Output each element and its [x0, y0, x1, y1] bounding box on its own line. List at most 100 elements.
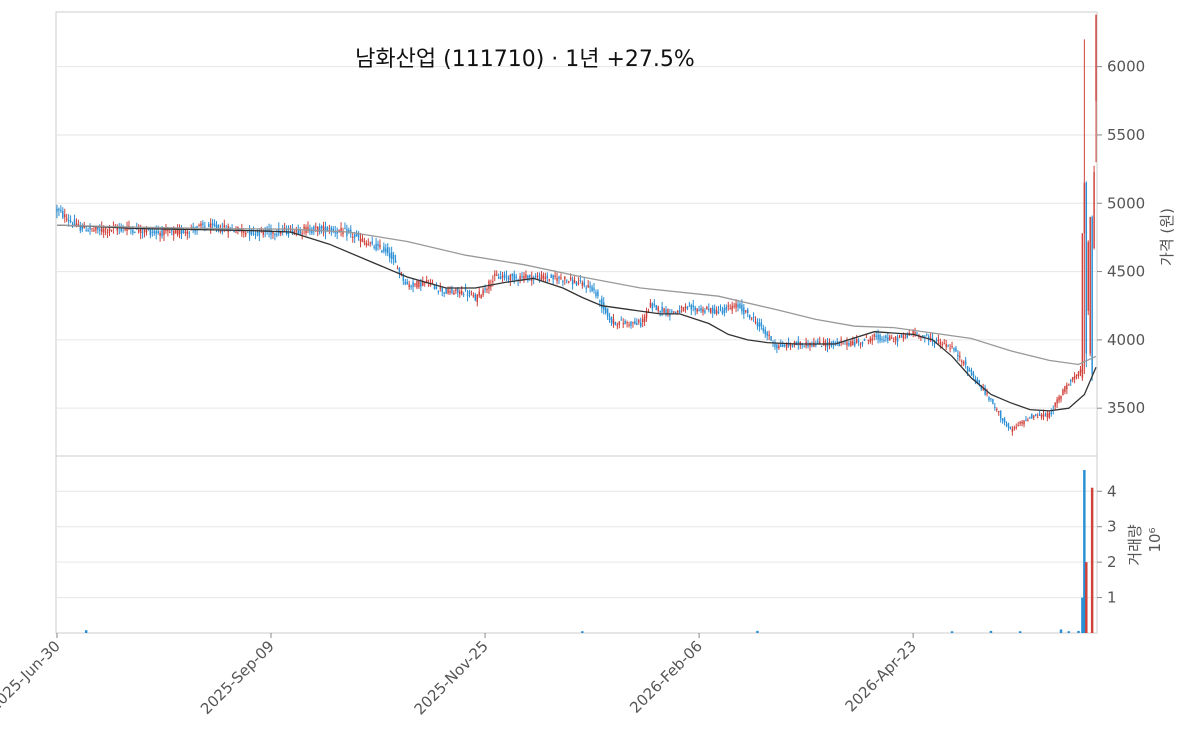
- candle-body: [836, 341, 838, 343]
- candle-body: [552, 274, 554, 280]
- candle-body: [359, 238, 362, 242]
- price-tick-label: 3500: [1107, 399, 1145, 417]
- candle-body: [81, 225, 83, 230]
- candle-body: [673, 311, 675, 313]
- candle-body: [1079, 369, 1082, 373]
- candle-body: [632, 322, 634, 324]
- volume-unit-label: 10⁶: [1146, 527, 1164, 552]
- candle-body: [258, 231, 261, 236]
- candle-body: [636, 323, 638, 326]
- candle-body: [198, 225, 200, 227]
- candle-body: [340, 227, 342, 232]
- price-panel-frame: [55, 11, 1098, 457]
- candle-body: [513, 273, 515, 280]
- candle-body: [104, 228, 107, 230]
- candle-body: [276, 234, 278, 236]
- candle-body: [130, 228, 132, 230]
- moving-average-lines: [56, 224, 1097, 412]
- candle-body: [791, 345, 794, 348]
- candle-body: [369, 242, 371, 244]
- price-tick-label: 5500: [1107, 126, 1145, 144]
- candle-body: [1048, 413, 1051, 418]
- candle-body: [194, 230, 196, 232]
- candle-body: [303, 226, 305, 230]
- candle-body: [202, 223, 204, 226]
- volume-tick-label: 2: [1107, 553, 1117, 571]
- candle-body: [774, 343, 776, 347]
- candle-body: [159, 233, 161, 236]
- candle-body: [262, 231, 264, 235]
- candle-body: [857, 340, 860, 342]
- candle-body: [149, 229, 152, 236]
- price-tick-label: 4500: [1107, 263, 1145, 281]
- candle-body: [56, 208, 58, 212]
- volume-tick-label: 3: [1107, 518, 1117, 536]
- candle-body: [243, 231, 245, 233]
- candle-body: [579, 280, 582, 282]
- candle-body: [1081, 233, 1084, 379]
- candle-body: [299, 229, 301, 234]
- candle-body: [1056, 399, 1058, 404]
- candle-body: [926, 334, 928, 336]
- candle-body: [501, 276, 504, 278]
- candle-body: [850, 341, 852, 346]
- candle-body: [854, 341, 856, 346]
- candle-body: [861, 342, 864, 344]
- candle-body: [223, 224, 226, 228]
- candle-body: [171, 229, 173, 232]
- candle-body: [762, 327, 765, 332]
- candle-body: [620, 319, 622, 321]
- candle-body: [435, 286, 438, 290]
- candle-body: [62, 211, 64, 218]
- candle-body: [295, 230, 298, 232]
- candle-body: [99, 229, 101, 232]
- candle-body: [307, 227, 309, 232]
- candle-body: [422, 281, 424, 286]
- candle-body: [466, 294, 469, 296]
- candle-body: [371, 241, 373, 244]
- candle-body: [89, 226, 91, 230]
- price-tick-label: 4000: [1107, 331, 1145, 349]
- candle-body: [441, 287, 443, 292]
- candle-body: [641, 318, 644, 322]
- candle-body: [949, 348, 951, 350]
- candle-body: [653, 303, 656, 306]
- candle-body: [1093, 172, 1095, 249]
- candle-body: [604, 307, 607, 314]
- candle-body: [970, 370, 973, 375]
- candle-body: [1040, 414, 1043, 418]
- candle-body: [365, 242, 368, 246]
- candle-body: [525, 274, 527, 278]
- candle-body: [935, 340, 938, 342]
- candle-body: [157, 231, 159, 233]
- candle-body: [385, 248, 387, 253]
- candle-body: [499, 276, 502, 279]
- candle-body: [974, 379, 977, 382]
- candle-body: [315, 226, 317, 228]
- candle-body: [972, 372, 975, 377]
- candle-body: [1011, 428, 1014, 432]
- candle-body: [91, 228, 93, 230]
- candle-body: [980, 385, 982, 390]
- candle-body: [873, 334, 875, 337]
- candle-body: [472, 295, 475, 297]
- candle-body: [735, 303, 737, 308]
- candle-body: [892, 341, 895, 343]
- candle-body: [711, 307, 714, 313]
- candle-body: [478, 291, 480, 296]
- candle-body: [425, 280, 428, 283]
- candle-body: [937, 339, 940, 342]
- candle-body: [966, 366, 969, 372]
- candle-body: [379, 244, 381, 248]
- candle-body: [439, 287, 442, 289]
- candle-body: [250, 229, 253, 235]
- candle-body: [887, 337, 889, 341]
- candle-body: [889, 336, 891, 341]
- candle-body: [879, 334, 881, 341]
- candle-body: [246, 231, 249, 233]
- candle-body: [1068, 383, 1070, 385]
- candle-body: [139, 226, 142, 233]
- candle-body: [947, 345, 949, 347]
- candle-body: [992, 398, 994, 404]
- candle-body: [1033, 415, 1035, 418]
